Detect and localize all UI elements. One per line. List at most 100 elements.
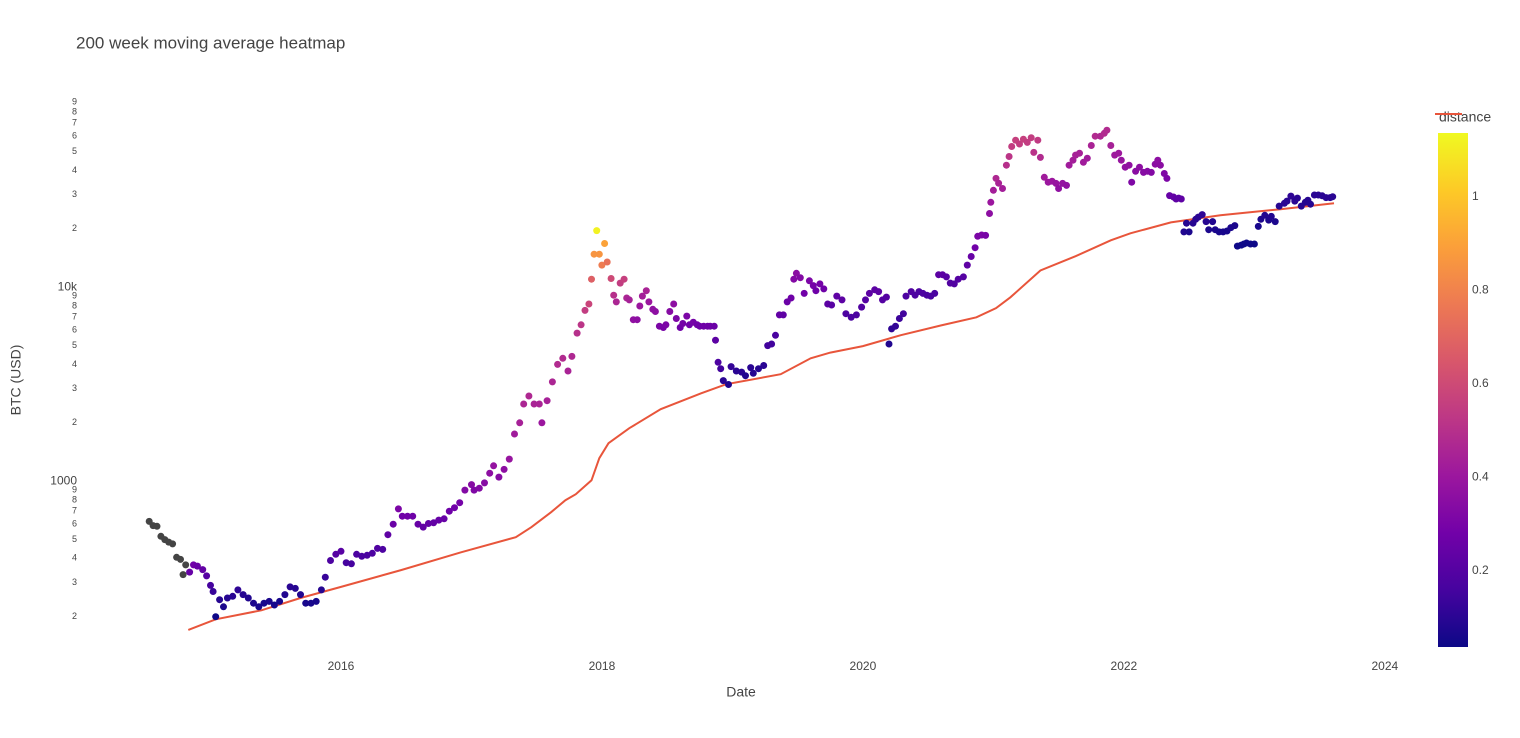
price-point <box>742 372 749 380</box>
price-point <box>1055 185 1063 192</box>
price-point <box>212 613 220 621</box>
price-point <box>768 340 776 348</box>
price-point <box>179 571 187 579</box>
price-point <box>865 289 873 297</box>
price-point <box>638 292 646 300</box>
price-point <box>250 599 257 607</box>
price-point <box>229 592 237 600</box>
y-tick-label: 10k <box>58 279 78 293</box>
price-point <box>297 591 304 599</box>
price-point <box>651 308 659 315</box>
price-point <box>1209 218 1217 226</box>
price-point <box>281 591 289 599</box>
price-point <box>1117 156 1125 164</box>
price-point <box>610 291 618 299</box>
price-point <box>481 479 488 487</box>
price-point <box>625 296 633 304</box>
x-tick-label: 2022 <box>1111 659 1138 673</box>
price-point <box>1185 228 1193 236</box>
y-tick-label: 8 <box>72 494 77 504</box>
price-point <box>982 231 990 239</box>
price-point <box>559 354 567 362</box>
price-point <box>1128 178 1136 186</box>
price-point <box>169 540 177 548</box>
price-point <box>590 250 598 258</box>
y-tick-label: 1000 <box>50 473 77 487</box>
price-point <box>1177 195 1185 203</box>
price-point <box>332 550 340 558</box>
price-point <box>1287 192 1295 200</box>
price-point <box>302 599 310 607</box>
price-point <box>1271 218 1279 226</box>
colorbar-tick-label: 0.2 <box>1472 563 1489 577</box>
price-point <box>430 519 438 527</box>
price-point <box>1329 193 1337 201</box>
price-point <box>679 320 687 327</box>
price-point <box>838 296 846 304</box>
price-point <box>525 392 533 400</box>
price-point <box>276 597 284 605</box>
price-point <box>186 568 194 576</box>
price-point <box>593 227 601 235</box>
y-tick-label: 6 <box>72 325 77 335</box>
price-point <box>384 531 392 539</box>
price-point <box>950 280 958 288</box>
price-point <box>327 557 334 564</box>
price-point <box>989 186 997 194</box>
price-point <box>1002 161 1010 169</box>
price-point <box>1030 148 1038 156</box>
price-point <box>847 313 855 321</box>
price-point <box>796 274 804 282</box>
price-point <box>1023 138 1031 146</box>
price-point <box>714 358 722 366</box>
price-point <box>1040 173 1048 181</box>
price-point <box>772 331 779 339</box>
price-point <box>1307 200 1314 208</box>
price-point <box>828 301 836 309</box>
price-point <box>588 275 595 283</box>
x-tick-label: 2018 <box>589 659 616 673</box>
price-point <box>710 322 718 330</box>
y-tick-label: 9 <box>72 290 77 300</box>
price-point <box>220 603 227 611</box>
price-point <box>389 520 397 528</box>
y-tick-label: 2 <box>72 223 77 233</box>
price-point <box>1275 202 1283 210</box>
price-point <box>495 473 503 481</box>
price-point <box>1034 136 1042 144</box>
price-point <box>612 298 620 306</box>
price-point <box>787 294 795 302</box>
price-point <box>461 486 469 494</box>
colorbar <box>1438 133 1468 647</box>
y-tick-label: 8 <box>72 106 77 116</box>
price-point <box>535 400 543 408</box>
price-point <box>1198 211 1206 219</box>
price-point <box>516 419 524 427</box>
chart-title: 200 week moving average heatmap <box>76 33 345 52</box>
price-point <box>779 311 787 319</box>
price-point <box>440 515 448 523</box>
price-point <box>971 244 979 252</box>
price-point <box>404 512 411 520</box>
price-point <box>1005 153 1013 160</box>
price-point <box>862 296 869 304</box>
price-point <box>833 292 841 300</box>
y-tick-label: 4 <box>72 165 77 175</box>
price-point <box>959 273 967 281</box>
price-point <box>899 310 907 318</box>
y-tick-label: 6 <box>72 131 77 141</box>
price-point <box>1036 153 1044 161</box>
price-point <box>875 288 883 296</box>
price-point <box>394 505 402 513</box>
price-point <box>239 591 247 599</box>
price-point <box>1008 143 1016 150</box>
price-point <box>368 549 376 557</box>
price-point <box>858 303 866 311</box>
price-point <box>942 273 950 281</box>
price-point <box>1083 154 1091 162</box>
price-point <box>511 430 518 438</box>
y-tick-label: 7 <box>72 118 77 128</box>
price-point <box>595 250 603 258</box>
